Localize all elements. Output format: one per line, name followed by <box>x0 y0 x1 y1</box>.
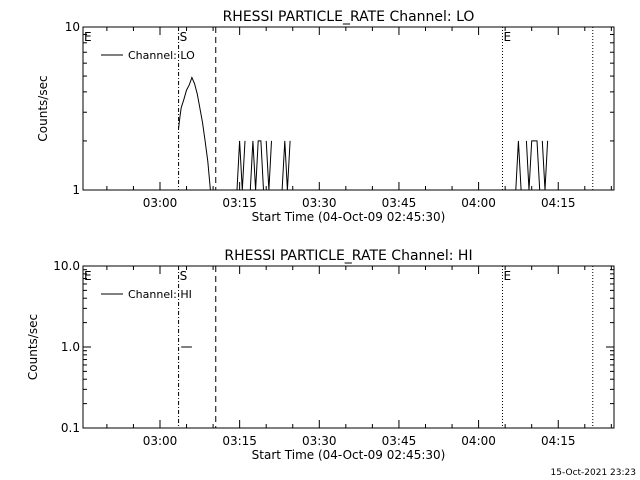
chart-title: RHESSI PARTICLE_RATE Channel: LO <box>223 9 475 25</box>
legend-label: Channel: LO <box>128 49 195 62</box>
panel-hi: RHESSI PARTICLE_RATE Channel: HI Counts/s… <box>26 248 615 462</box>
series-line <box>525 140 541 191</box>
marker-label: E <box>84 269 92 283</box>
marker-label: E <box>503 269 511 283</box>
x-tick-label: 03:15 <box>222 434 257 448</box>
x-tick-label: 04:15 <box>541 196 576 210</box>
series-line <box>281 140 291 191</box>
marker-label: E <box>503 30 511 44</box>
x-tick-label: 03:45 <box>382 434 417 448</box>
y-tick-label: 1 <box>72 183 80 197</box>
series-line <box>515 140 522 191</box>
x-tick-label: 03:45 <box>382 196 417 210</box>
series-line <box>178 76 211 191</box>
plot-frame <box>82 26 615 191</box>
marker-label: E <box>84 30 92 44</box>
marker-label: S <box>180 269 188 283</box>
series-line <box>541 140 549 191</box>
x-tick-label: 03:00 <box>143 196 178 210</box>
y-axis-label: Counts/sec <box>26 314 40 380</box>
y-axis-label: Counts/sec <box>36 75 50 141</box>
y-tick-label: 10.0 <box>53 259 80 273</box>
x-tick-label: 04:00 <box>461 196 496 210</box>
footer-timestamp: 15-Oct-2021 23:23 <box>551 468 636 478</box>
x-tick-label: 03:30 <box>302 196 337 210</box>
series-line <box>249 140 264 191</box>
x-tick-label: 03:30 <box>302 434 337 448</box>
x-axis-label: Start Time (04-Oct-09 02:45:30) <box>252 210 446 224</box>
x-tick-label: 03:15 <box>222 196 257 210</box>
y-tick-label: 1.0 <box>61 340 80 354</box>
x-tick-label: 04:00 <box>461 434 496 448</box>
marker-label: S <box>180 30 188 44</box>
chart-title: RHESSI PARTICLE_RATE Channel: HI <box>224 248 472 264</box>
series-line <box>236 140 246 191</box>
x-tick-label: 04:15 <box>541 434 576 448</box>
x-tick-label: 03:00 <box>143 434 178 448</box>
panel-lo: RHESSI PARTICLE_RATE Channel: LO Counts/s… <box>36 9 615 224</box>
y-tick-label: 0.1 <box>61 421 80 435</box>
series-line <box>265 140 272 191</box>
x-axis-label: Start Time (04-Oct-09 02:45:30) <box>252 448 446 462</box>
legend-label: Channel: HI <box>128 288 192 301</box>
y-tick-label: 10 <box>65 20 80 34</box>
